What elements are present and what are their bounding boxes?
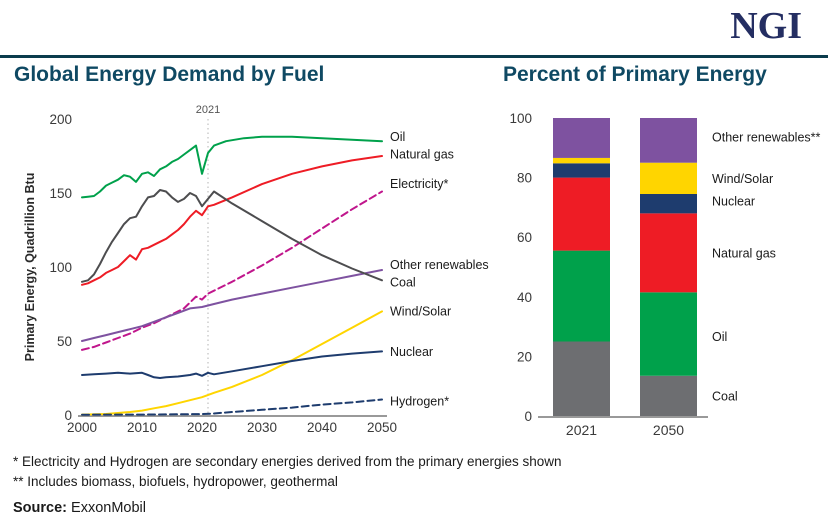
bar-x-tick-2021: 2021 (566, 422, 597, 438)
series-line-coal (81, 189, 383, 283)
line-x-tick-2020: 2020 (187, 420, 217, 435)
series-line-hydrogen (81, 398, 383, 416)
bar-y-tick-100: 100 (509, 111, 532, 126)
line-x-tick-2040: 2040 (307, 420, 337, 435)
series-label-hydrogen: Hydrogen* (390, 395, 449, 409)
line-x-tick-2000: 2000 (67, 420, 97, 435)
bar-x-tick-2050: 2050 (653, 422, 684, 438)
series-label-nuclear: Nuclear (390, 345, 433, 359)
series-line-natural-gas (81, 155, 383, 286)
bar-2050-segment-other-renewables (640, 118, 697, 163)
line-y-tick-50: 50 (57, 334, 72, 349)
bar-chart-title: Percent of Primary Energy (503, 63, 767, 86)
series-label-oil: Oil (390, 130, 405, 144)
source-line: Source: ExxonMobil (13, 500, 146, 516)
series-label-natural-gas: Natural gas (390, 148, 454, 162)
footnotes: * Electricity and Hydrogen are secondary… (13, 452, 562, 492)
bar-y-tick-60: 60 (517, 230, 532, 245)
line-x-tick-2030: 2030 (247, 420, 277, 435)
bar-2021-segment-oil (553, 250, 610, 342)
line-y-tick-150: 150 (49, 186, 72, 201)
bar-legend-oil: Oil (712, 330, 727, 344)
series-label-other-renewables: Other renewables (390, 258, 489, 272)
series-line-nuclear (81, 350, 383, 379)
bar-2050-segment-nuclear (640, 193, 697, 214)
series-line-oil (81, 135, 383, 199)
bar-2021-segment-nuclear (553, 163, 610, 178)
annotation-2021-label: 2021 (196, 104, 220, 116)
primary-energy-bar-chart: 0 20 40 60 80 100 2021 2050 Coal Oil Natural gas Nu… (509, 111, 821, 438)
bar-y-tick-0: 0 (524, 409, 532, 424)
energy-demand-line-chart: 2021 0 50 100 150 200 2000 2010 2020 2030 2040 2050… (23, 104, 489, 435)
bar-2021-segment-coal (553, 341, 610, 416)
bar-2050-segment-coal (640, 375, 697, 416)
bar-legend-coal: Coal (712, 390, 738, 404)
line-chart-title: Global Energy Demand by Fuel (14, 63, 325, 86)
bar-2021-segment-wind-solar (553, 157, 610, 164)
line-x-tick-2010: 2010 (127, 420, 157, 435)
bar-2021-segment-natural-gas (553, 177, 610, 251)
bar-y-tick-40: 40 (517, 290, 532, 305)
bar-legend-wind-solar: Wind/Solar (712, 172, 773, 186)
line-y-tick-100: 100 (49, 260, 72, 275)
footnote-2: ** Includes biomass, biofuels, hydropowe… (13, 474, 338, 489)
header-divider (0, 55, 828, 58)
line-y-tick-200: 200 (49, 112, 72, 127)
series-line-wind-solar (81, 310, 383, 416)
ngi-logo: NGI (730, 5, 802, 47)
bar-legend-other-renewables: Other renewables** (712, 130, 821, 144)
source-label: Source: (13, 500, 67, 516)
bar-2021-segment-other-renewables (553, 118, 610, 158)
series-label-wind-solar: Wind/Solar (390, 304, 451, 318)
bar-2050-segment-oil (640, 292, 697, 376)
line-y-tick-0: 0 (64, 408, 72, 423)
bar-2050-segment-wind-solar (640, 162, 697, 194)
footnote-1: * Electricity and Hydrogen are secondary… (13, 454, 562, 469)
source-value: ExxonMobil (67, 500, 146, 516)
series-label-electricity: Electricity* (390, 177, 448, 191)
series-line-electricity (81, 190, 383, 351)
bar-y-tick-80: 80 (517, 171, 532, 186)
bar-2050-segment-natural-gas (640, 213, 697, 293)
bar-legend-nuclear: Nuclear (712, 194, 755, 208)
series-line-other-renewables (81, 269, 383, 342)
line-chart-ylabel: Primary Energy, Quadrillion Btu (23, 173, 37, 362)
bar-legend-natural-gas: Natural gas (712, 247, 776, 261)
series-label-coal: Coal (390, 276, 416, 290)
line-x-tick-2050: 2050 (367, 420, 397, 435)
bar-y-tick-20: 20 (517, 349, 532, 364)
